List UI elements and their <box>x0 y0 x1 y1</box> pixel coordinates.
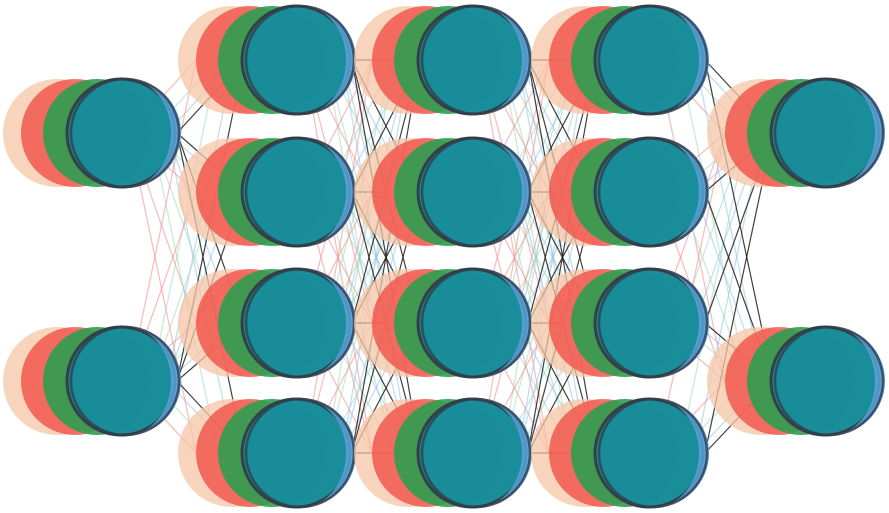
node-rim <box>127 79 181 187</box>
node-1-1 <box>178 136 356 248</box>
node-rim <box>127 327 181 435</box>
edge-ghost-2-3-0-2 <box>517 59 588 454</box>
node-rim <box>302 6 356 114</box>
edge-1-3-0 <box>351 59 421 454</box>
edges-front-layer <box>176 59 774 454</box>
node-rim <box>655 138 709 246</box>
node-outline <box>420 136 532 248</box>
node-outline <box>597 136 709 248</box>
node-outline <box>69 77 181 189</box>
node-3-0 <box>531 4 709 116</box>
node-outline <box>69 325 181 437</box>
node-outline <box>773 77 885 189</box>
edge-ghost-0-0-3-1 <box>150 132 219 454</box>
node-rim <box>478 138 532 246</box>
node-outline <box>597 397 709 509</box>
node-rim <box>302 399 356 507</box>
node-rim <box>831 79 885 187</box>
node-outline <box>597 4 709 116</box>
edge-ghost-3-3-0-2 <box>694 132 764 454</box>
node-3-1 <box>531 136 709 248</box>
node-1-3 <box>178 397 356 509</box>
edge-ghost-3-0-1-1 <box>678 59 748 382</box>
node-2-1 <box>354 136 532 248</box>
edge-2-3-0 <box>527 59 598 454</box>
node-rim <box>655 399 709 507</box>
edge-ghost-3-3-0-1 <box>678 132 748 454</box>
node-4-1 <box>707 325 885 437</box>
node-0-0 <box>3 77 181 189</box>
node-rim <box>655 269 709 377</box>
edge-ghost-1-3-0-0 <box>303 59 373 454</box>
node-0-1 <box>3 325 181 437</box>
edge-ghost-2-3-0-1 <box>501 59 572 454</box>
node-2-0 <box>354 4 532 116</box>
nodes-layer <box>3 4 885 509</box>
node-3-3 <box>531 397 709 509</box>
node-outline <box>597 267 709 379</box>
node-1-2 <box>178 267 356 379</box>
node-rim <box>478 399 532 507</box>
node-outline <box>420 267 532 379</box>
edge-ghost-0-1-0-0 <box>128 59 197 382</box>
node-rim <box>478 269 532 377</box>
node-outline <box>420 397 532 509</box>
edge-ghost-1-3-0-1 <box>325 59 395 454</box>
edge-ghost-0-1-0-1 <box>150 59 219 382</box>
node-rim <box>831 327 885 435</box>
edge-ghost-2-3-0-0 <box>479 59 550 454</box>
node-outline <box>773 325 885 437</box>
node-2-2 <box>354 267 532 379</box>
node-3-2 <box>531 267 709 379</box>
edge-ghost-1-3-0-2 <box>341 59 411 454</box>
node-2-3 <box>354 397 532 509</box>
node-4-0 <box>707 77 885 189</box>
node-rim <box>655 6 709 114</box>
node-1-0 <box>178 4 356 116</box>
node-outline <box>420 4 532 116</box>
node-rim <box>478 6 532 114</box>
edges-back-layer <box>128 59 764 454</box>
node-rim <box>302 269 356 377</box>
node-rim <box>302 138 356 246</box>
